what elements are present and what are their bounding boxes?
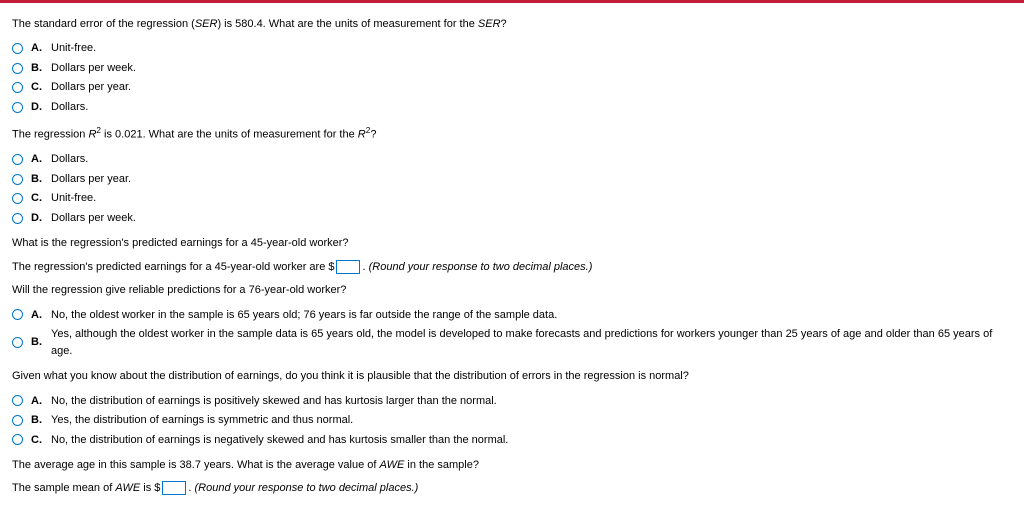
option-text: Dollars per week. <box>51 60 1012 77</box>
q2-pre: The regression <box>12 129 88 141</box>
option-text: Unit-free. <box>51 40 1012 57</box>
option-text: Dollars. <box>51 99 1012 116</box>
q6-answer-line: The sample mean of AWE is $. (Round your… <box>12 481 1012 496</box>
q4-options: A. No, the oldest worker in the sample is… <box>12 307 1012 360</box>
option-text: Dollars per year. <box>51 79 1012 96</box>
q6-italic: AWE <box>379 459 404 471</box>
q1-options: A. Unit-free. B. Dollars per week. C. Dolla… <box>12 40 1012 115</box>
q1-option-c[interactable]: C. Dollars per year. <box>12 79 1012 96</box>
quiz-content: The standard error of the regression (SE… <box>0 3 1024 513</box>
q1-italic2: SER <box>478 18 501 30</box>
option-letter: C. <box>31 79 45 96</box>
q4-prompt: Will the regression give reliable predic… <box>12 283 1012 298</box>
option-letter: B. <box>31 334 45 351</box>
option-letter: D. <box>31 99 45 116</box>
q6-input[interactable] <box>162 481 186 495</box>
option-letter: C. <box>31 190 45 207</box>
option-text: No, the distribution of earnings is posi… <box>51 393 1012 410</box>
q3-line-pre: The regression's predicted earnings for … <box>12 261 334 273</box>
q6-pre: The average age in this sample is 38.7 y… <box>12 459 379 471</box>
q6-post: in the sample? <box>404 459 479 471</box>
radio-icon[interactable] <box>12 174 23 185</box>
q1-prompt: The standard error of the regression (SE… <box>12 17 1012 32</box>
q2-option-a[interactable]: A. Dollars. <box>12 151 1012 168</box>
option-letter: A. <box>31 393 45 410</box>
radio-icon[interactable] <box>12 415 23 426</box>
q2-mid: is 0.021. What are the units of measurem… <box>101 129 358 141</box>
radio-icon[interactable] <box>12 309 23 320</box>
option-letter: B. <box>31 412 45 429</box>
option-text: Yes, although the oldest worker in the s… <box>51 326 1012 359</box>
q1-italic: SER <box>195 18 218 30</box>
option-letter: D. <box>31 210 45 227</box>
q5-options: A. No, the distribution of earnings is po… <box>12 393 1012 449</box>
option-text: Dollars. <box>51 151 1012 168</box>
q2-prompt: The regression R2 is 0.021. What are the… <box>12 125 1012 143</box>
q5-option-c[interactable]: C. No, the distribution of earnings is ne… <box>12 432 1012 449</box>
radio-icon[interactable] <box>12 434 23 445</box>
q4-option-b[interactable]: B. Yes, although the oldest worker in the… <box>12 326 1012 359</box>
radio-icon[interactable] <box>12 102 23 113</box>
option-text: Yes, the distribution of earnings is sym… <box>51 412 1012 429</box>
option-letter: A. <box>31 40 45 57</box>
radio-icon[interactable] <box>12 193 23 204</box>
q3-input[interactable] <box>336 260 360 274</box>
q6-line-pre: The sample mean of <box>12 482 115 494</box>
q1-text-pre: The standard error of the regression ( <box>12 18 195 30</box>
q5-option-b[interactable]: B. Yes, the distribution of earnings is s… <box>12 412 1012 429</box>
q2-option-c[interactable]: C. Unit-free. <box>12 190 1012 207</box>
q5-option-a[interactable]: A. No, the distribution of earnings is po… <box>12 393 1012 410</box>
q2-end: ? <box>370 129 376 141</box>
q6-hint: (Round your response to two decimal plac… <box>195 482 419 494</box>
q6-prompt: The average age in this sample is 38.7 y… <box>12 458 1012 473</box>
q5-prompt: Given what you know about the distributi… <box>12 369 1012 384</box>
q4-option-a[interactable]: A. No, the oldest worker in the sample is… <box>12 307 1012 324</box>
q2-options: A. Dollars. B. Dollars per year. C. Unit-fr… <box>12 151 1012 226</box>
option-letter: A. <box>31 307 45 324</box>
option-letter: B. <box>31 60 45 77</box>
q2-option-d[interactable]: D. Dollars per week. <box>12 210 1012 227</box>
radio-icon[interactable] <box>12 395 23 406</box>
q1-option-a[interactable]: A. Unit-free. <box>12 40 1012 57</box>
q6-line-mid: is $ <box>140 482 160 494</box>
q3-answer-line: The regression's predicted earnings for … <box>12 260 1012 275</box>
radio-icon[interactable] <box>12 337 23 348</box>
radio-icon[interactable] <box>12 43 23 54</box>
option-letter: A. <box>31 151 45 168</box>
radio-icon[interactable] <box>12 82 23 93</box>
option-text: Dollars per week. <box>51 210 1012 227</box>
radio-icon[interactable] <box>12 154 23 165</box>
q1-text-post: ) is 580.4. What are the units of measur… <box>217 18 477 30</box>
radio-icon[interactable] <box>12 213 23 224</box>
q1-option-b[interactable]: B. Dollars per week. <box>12 60 1012 77</box>
q3-prompt: What is the regression's predicted earni… <box>12 236 1012 251</box>
q1-end: ? <box>501 18 507 30</box>
q2-italic2: R <box>358 129 366 141</box>
q3-hint: (Round your response to two decimal plac… <box>369 261 593 273</box>
q2-option-b[interactable]: B. Dollars per year. <box>12 171 1012 188</box>
option-text: Unit-free. <box>51 190 1012 207</box>
q6-line-italic: AWE <box>115 482 140 494</box>
option-text: Dollars per year. <box>51 171 1012 188</box>
option-text: No, the oldest worker in the sample is 6… <box>51 307 1012 324</box>
option-text: No, the distribution of earnings is nega… <box>51 432 1012 449</box>
option-letter: C. <box>31 432 45 449</box>
q1-option-d[interactable]: D. Dollars. <box>12 99 1012 116</box>
option-letter: B. <box>31 171 45 188</box>
radio-icon[interactable] <box>12 63 23 74</box>
